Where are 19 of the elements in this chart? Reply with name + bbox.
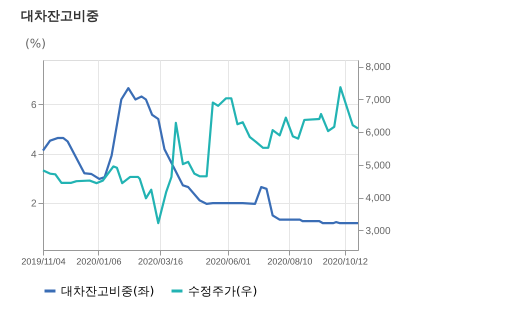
y2-tick-label: 7,000 xyxy=(366,94,391,106)
y2-tick-label: 5,000 xyxy=(366,160,391,172)
x-tick-label: 2020/03/16 xyxy=(138,256,184,266)
y2-tick-label: 3,000 xyxy=(366,226,391,237)
x-tick-label: 2019/11/04 xyxy=(21,256,66,266)
y-tick-label: 2 xyxy=(30,198,37,210)
y-axis-title: (%) xyxy=(25,36,46,50)
x-tick-label: 2020/10/12 xyxy=(322,256,368,266)
y2-tick-label: 8,000 xyxy=(366,62,391,74)
x-tick-label: 2020/06/01 xyxy=(206,256,251,266)
legend-label: 수정주가(우) xyxy=(188,284,258,298)
y-tick-label: 6 xyxy=(30,100,37,111)
chart-title: 대차잔고비중 xyxy=(20,9,99,24)
y2-tick-label: 4,000 xyxy=(366,193,391,204)
x-tick-label: 2020/08/10 xyxy=(267,256,312,266)
x-tick-label: 2020/01/06 xyxy=(76,256,122,266)
y-tick-label: 4 xyxy=(30,149,37,160)
legend-label: 대차잔고비중(좌) xyxy=(61,284,154,298)
y2-tick-label: 6,000 xyxy=(366,128,391,139)
